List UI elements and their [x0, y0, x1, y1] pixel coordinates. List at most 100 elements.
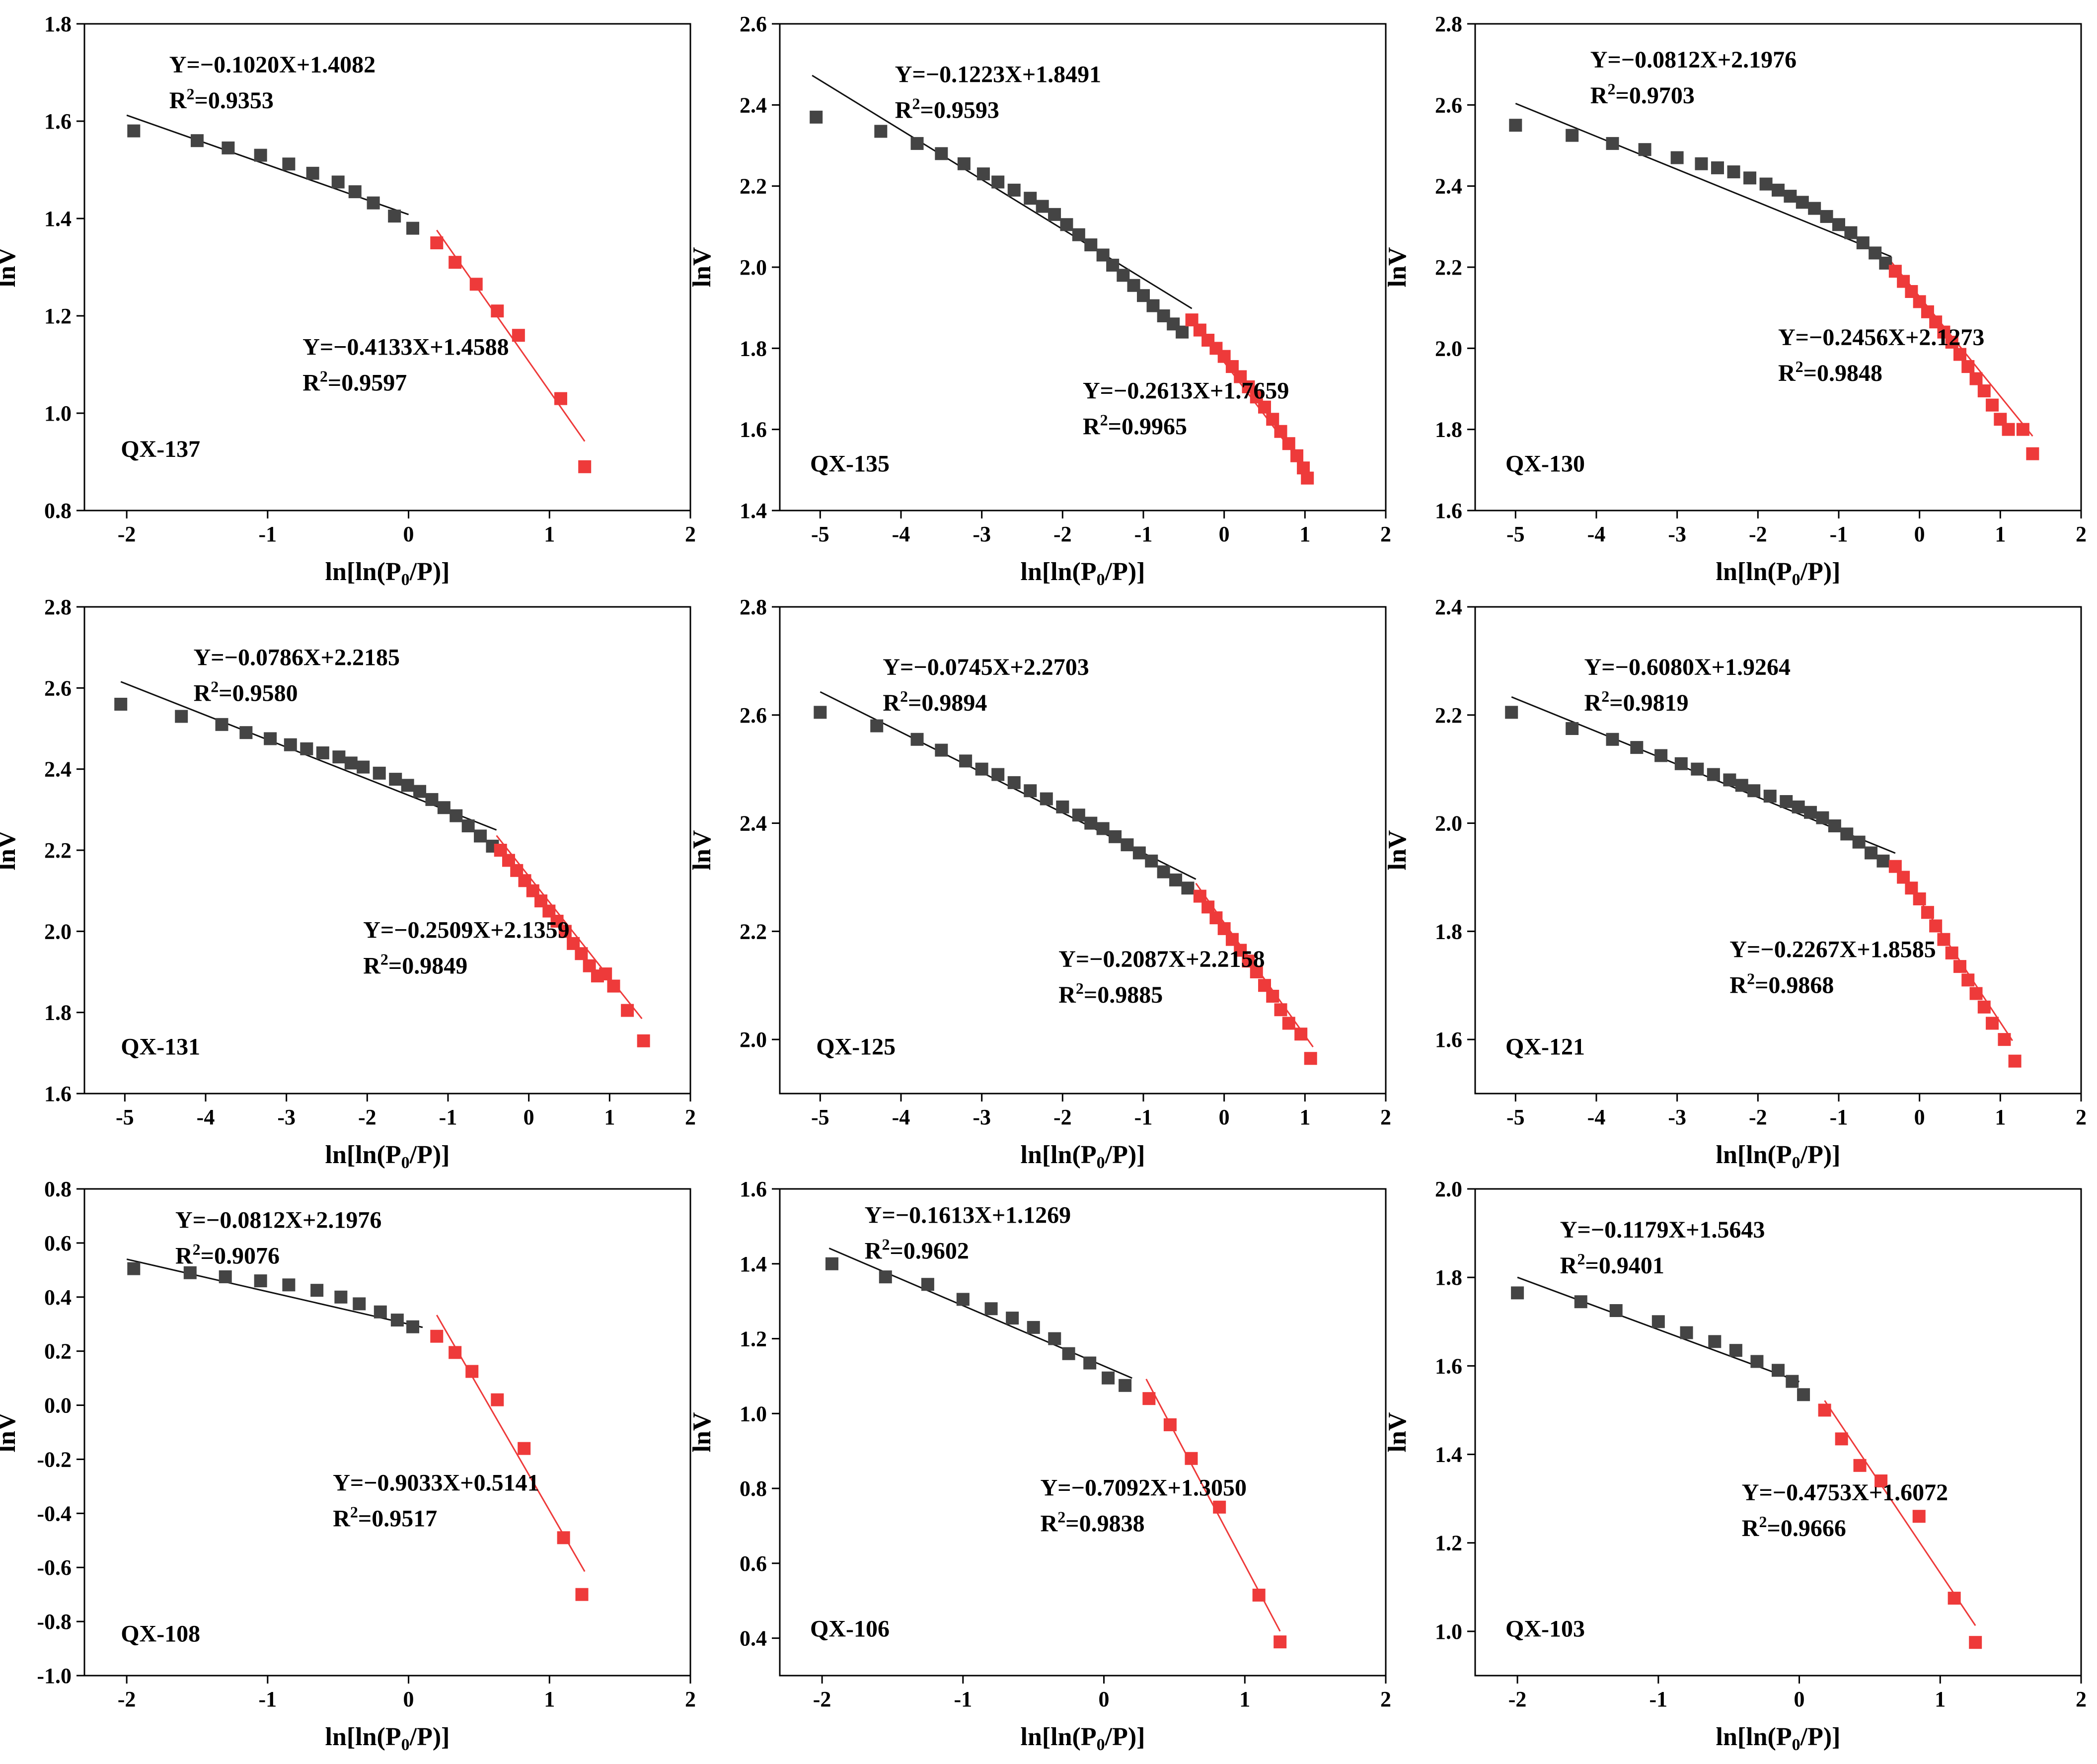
r2-superscript: 2	[900, 687, 908, 705]
data-point-series-1	[1024, 784, 1037, 798]
r-squared-1: R2=0.9076	[175, 1240, 280, 1269]
y-tick-label: 2.2	[1435, 703, 1462, 728]
fit-line-1	[126, 114, 409, 216]
y-tick-label: 0.4	[44, 1285, 72, 1310]
y-tick-label: 2.4	[740, 811, 767, 836]
data-point-series-1	[390, 1314, 404, 1327]
r2-label: R	[302, 369, 320, 396]
data-point-series-2	[1921, 906, 1934, 919]
r-squared-2: R2=0.9666	[1742, 1513, 1846, 1542]
data-point-series-1	[1654, 749, 1668, 762]
data-point-series-1	[344, 756, 358, 770]
y-tick-label: 2.0	[1435, 336, 1462, 361]
equation-1: Y=−0.6080X+1.9264	[1584, 654, 1791, 680]
equation-2: Y=−0.4133X+1.4588	[302, 334, 509, 360]
data-point-series-1	[1691, 762, 1704, 776]
y-tick-label: 2.2	[740, 174, 767, 199]
data-point-series-1	[1808, 202, 1821, 215]
x-tick-label: -5	[116, 1105, 134, 1129]
x-tick-label: -1	[259, 1687, 277, 1711]
plot-frame	[779, 606, 1387, 1095]
x-axis-label: ln[ln(P0/P)]	[1021, 1723, 1145, 1754]
y-axis-label: lnV	[688, 1412, 716, 1453]
data-point-series-1	[1797, 1388, 1810, 1401]
data-point-series-2	[1961, 973, 1975, 987]
data-point-series-2	[1301, 471, 1314, 485]
data-point-series-1	[1145, 854, 1158, 868]
data-point-series-1	[373, 766, 386, 780]
x-tick-label: -2	[1508, 1687, 1527, 1711]
data-point-series-1	[190, 134, 204, 147]
data-point-series-1	[1772, 1364, 1785, 1377]
r2-value: =0.9965	[1108, 414, 1187, 440]
data-point-series-1	[1007, 183, 1021, 197]
data-point-series-1	[1796, 196, 1809, 209]
equation-1: Y=−0.0812X+2.1976	[1590, 47, 1797, 73]
data-point-series-1	[1056, 800, 1069, 813]
data-point-series-2	[1258, 979, 1271, 992]
x-tick-label: -5	[811, 522, 829, 546]
sample-label: QX-103	[1505, 1616, 1585, 1642]
data-point-series-2	[1294, 1028, 1308, 1041]
data-point-series-2	[1266, 413, 1279, 426]
r-squared-2: R2=0.9965	[1083, 411, 1187, 440]
plot-frame	[1474, 1188, 2082, 1677]
equation-1: Y=−0.0812X+2.1976	[175, 1207, 381, 1233]
x-axis-label: ln[ln(P0/P)]	[1716, 1141, 1841, 1172]
data-point-series-1	[1763, 790, 1777, 803]
r2-label: R	[1584, 690, 1602, 716]
y-axis-label: lnV	[0, 830, 21, 871]
r2-label: R	[363, 953, 381, 979]
data-point-series-2	[1853, 1459, 1867, 1472]
data-point-series-1	[1072, 228, 1085, 241]
y-axis-label: lnV	[0, 1412, 21, 1453]
equation-2: Y=−0.2509X+2.1359	[363, 917, 569, 943]
data-point-series-1	[374, 1305, 387, 1319]
x-axis-label-post: /P)]	[409, 1141, 450, 1169]
data-point-series-2	[1986, 398, 1999, 412]
data-point-series-1	[1062, 1347, 1075, 1360]
y-tick-label: 2.8	[740, 595, 767, 619]
x-tick-label: -3	[1668, 522, 1686, 546]
equation-2: Y=−0.2613X+1.7659	[1083, 378, 1289, 404]
data-point-series-1	[1181, 882, 1195, 895]
x-tick-label: 2	[2076, 1687, 2087, 1711]
data-point-series-1	[1027, 1321, 1040, 1334]
data-point-series-1	[975, 762, 988, 776]
data-point-series-1	[1007, 776, 1021, 789]
x-tick-label: -5	[1506, 1105, 1525, 1129]
data-point-series-1	[1651, 1315, 1665, 1328]
data-point-series-1	[935, 743, 948, 757]
r2-label: R	[865, 1238, 883, 1264]
x-tick-label: 1	[1995, 522, 2006, 546]
data-point-series-2	[1250, 965, 1263, 978]
data-point-series-1	[1723, 773, 1736, 787]
data-point-series-2	[1274, 425, 1287, 438]
x-axis-label-post: /P)]	[1105, 558, 1145, 586]
data-point-series-1	[127, 124, 141, 138]
x-axis-label: ln[ln(P0/P)]	[325, 1723, 450, 1754]
data-point-series-1	[367, 196, 380, 210]
data-point-series-2	[2016, 423, 2029, 436]
r2-superscript: 2	[211, 678, 219, 696]
data-point-series-1	[1727, 165, 1740, 179]
y-tick-label: 0.6	[44, 1231, 72, 1255]
x-tick-label: -5	[811, 1105, 829, 1129]
data-point-series-2	[1290, 449, 1304, 462]
data-point-series-2	[1304, 1052, 1317, 1065]
x-tick-label: 0	[1219, 522, 1230, 546]
data-point-series-1	[1072, 808, 1085, 822]
x-axis-label-post: /P)]	[1105, 1141, 1145, 1169]
data-point-series-1	[1040, 792, 1053, 806]
r-squared-1: R2=0.9353	[169, 85, 274, 114]
x-tick-label: -1	[1134, 522, 1153, 546]
sample-label: QX-106	[810, 1616, 890, 1642]
x-tick-label: 2	[1380, 1687, 1391, 1711]
x-tick-label: 1	[1995, 1105, 2006, 1129]
r-squared-2: R2=0.9597	[302, 367, 407, 396]
data-point-series-1	[1729, 1344, 1742, 1357]
data-point-series-2	[1835, 1432, 1848, 1446]
x-axis-label-sub: 0	[401, 571, 410, 589]
x-tick-label: -1	[1830, 1105, 1848, 1129]
r2-superscript: 2	[1100, 411, 1108, 429]
